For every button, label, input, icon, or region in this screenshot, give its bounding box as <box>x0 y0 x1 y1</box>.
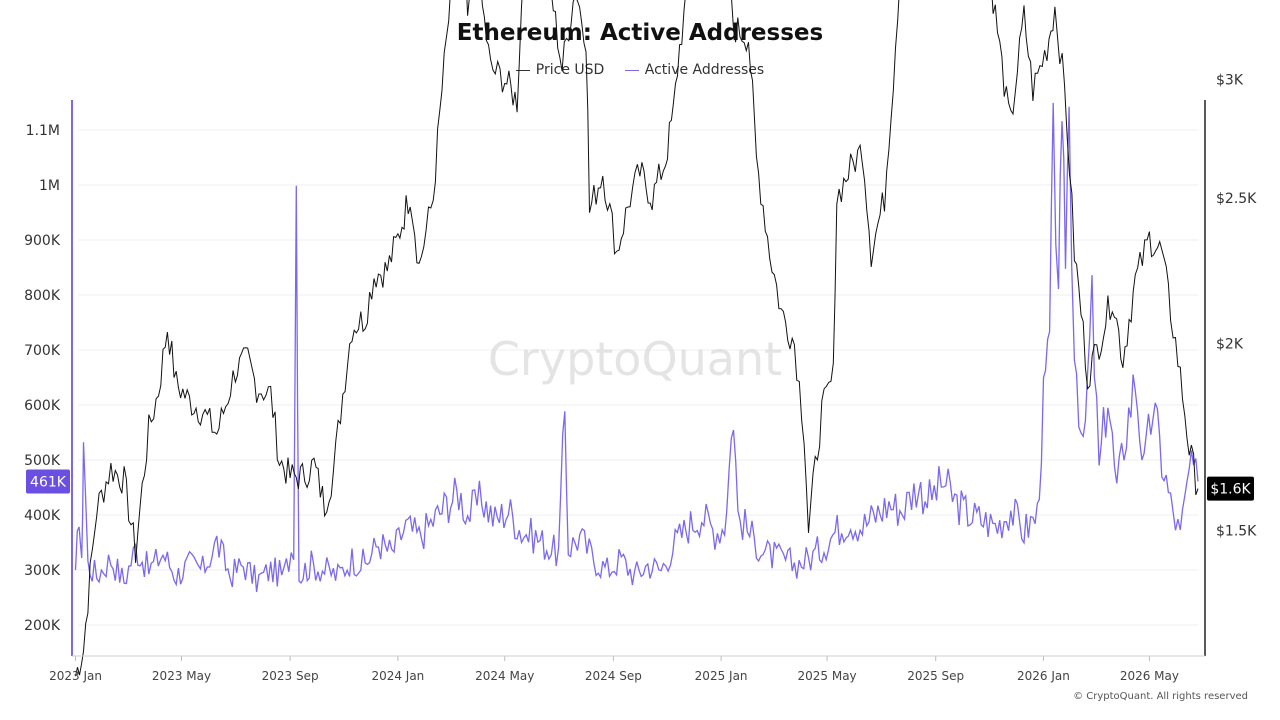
price-current-label: $1.6K <box>1210 482 1251 498</box>
x-tick-label: 2025 Jan <box>695 669 748 683</box>
legend-entry-price[interactable]: Price USD <box>515 62 605 78</box>
x-tick-label: 2023 Jan <box>49 669 102 683</box>
y-left-tick-label: 300K <box>24 563 61 579</box>
active-addresses-current-label: 461K <box>30 474 67 490</box>
legend-swatch-price <box>515 69 530 71</box>
legend-entry-active-addresses[interactable]: Active Addresses <box>624 62 765 78</box>
axis-layer: 200K 300K 400K 500K 600K 700K 800K 900K 1M 1.1M $1… <box>24 72 1257 683</box>
y-left-tick-label: 500K <box>24 453 61 469</box>
x-tick-label: 2023 Sep <box>262 669 319 683</box>
y-left-tick-label: 400K <box>24 508 61 524</box>
y-left-tick-label: 900K <box>24 233 61 249</box>
x-tick-label: 2025 May <box>797 669 856 683</box>
y-left-tick-label: 1.1M <box>26 123 60 139</box>
y-left-tick-label: 600K <box>24 398 61 414</box>
y-left-tick-label: 700K <box>24 343 61 359</box>
copyright-notice: © CryptoQuant. All rights reserved <box>1073 691 1248 702</box>
legend-label-price: Price USD <box>535 62 605 78</box>
badge-layer: 461K $1.6K <box>26 469 1254 501</box>
legend-label-active-addresses: Active Addresses <box>644 62 765 78</box>
x-tick-label: 2026 Jan <box>1017 669 1070 683</box>
y-right-tick-label: $3K <box>1216 72 1244 88</box>
y-left-tick-label: 800K <box>24 288 61 304</box>
series-layer <box>74 0 1199 677</box>
x-tick-label: 2024 Sep <box>585 669 642 683</box>
chart-title: Ethereum: Active Addresses <box>456 20 824 46</box>
x-tick-label: 2026 May <box>1120 669 1179 683</box>
active-addresses-current-badge <box>26 469 70 494</box>
chart-legend: Price USD Active Addresses <box>0 62 1280 78</box>
legend-swatch-active-addresses <box>624 69 639 71</box>
y-right-tick-label: $2.5K <box>1216 191 1257 207</box>
y-right-tick-label: $1.5K <box>1216 524 1257 540</box>
active-addresses-line <box>74 102 1199 593</box>
x-tick-label: 2023 May <box>152 669 211 683</box>
y-left-tick-label: 1M <box>39 178 60 194</box>
y-left-tick-label: 200K <box>24 618 61 634</box>
x-tick-label: 2024 Jan <box>371 669 424 683</box>
watermark: CryptoQuant <box>488 332 782 386</box>
price-current-badge <box>1207 476 1254 501</box>
x-tick-label: 2024 May <box>475 669 534 683</box>
y-right-tick-label: $2K <box>1216 336 1244 352</box>
x-tick-label: 2025 Sep <box>907 669 964 683</box>
price-line <box>75 0 1199 677</box>
